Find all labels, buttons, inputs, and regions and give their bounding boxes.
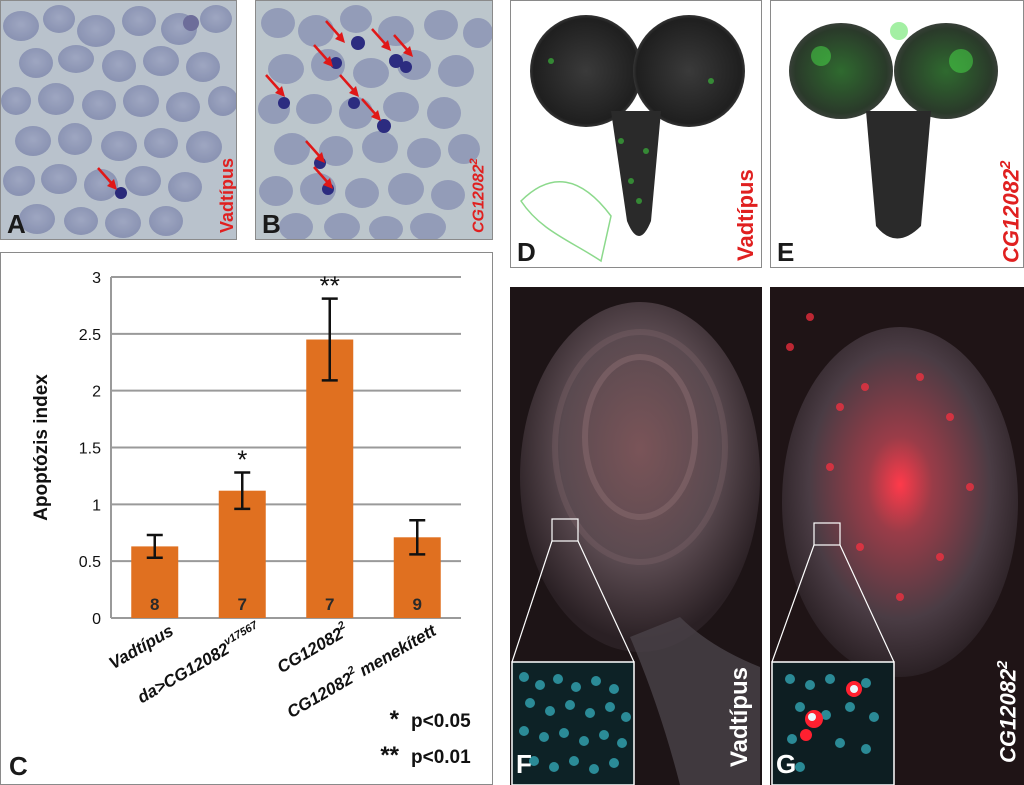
significance-marker: * bbox=[237, 445, 247, 475]
x-tick-label: CG120822 menekített bbox=[283, 619, 441, 722]
panel-d-brain-image: D Vadtípus bbox=[510, 0, 762, 268]
panel-f-wing-disc-image: F Vadtípus bbox=[510, 287, 762, 785]
panel-a-genotype-label: Vadtípus bbox=[217, 157, 237, 233]
arrow-icon bbox=[371, 28, 391, 51]
panel-letter-c: C bbox=[9, 751, 28, 781]
panel-f-genotype-label: Vadtípus bbox=[726, 666, 753, 767]
panel-b-genotype-label: CG120822 bbox=[468, 158, 488, 233]
x-tick-label: CG120822 bbox=[273, 619, 352, 677]
panel-c-chart: 0 0.5 1 1.5 2 2.5 3 Apoptózis index 8 Vadtípus 7 * d… bbox=[0, 252, 493, 785]
y-tick-label: 2.5 bbox=[79, 327, 101, 344]
panel-letter-a: A bbox=[7, 209, 26, 239]
arrow-icon bbox=[325, 20, 345, 43]
y-tick-label: 1.5 bbox=[79, 441, 101, 458]
panel-d-genotype-label: Vadtípus bbox=[733, 169, 758, 261]
panel-d-brain bbox=[520, 15, 745, 263]
arrow-icon bbox=[305, 140, 325, 163]
arrow-icon bbox=[313, 44, 333, 67]
panel-g-disc bbox=[771, 313, 1018, 785]
n-label: 8 bbox=[150, 595, 159, 614]
y-tick-label: 3 bbox=[92, 270, 101, 287]
n-label: 7 bbox=[238, 595, 247, 614]
panel-a-micrograph: A Vadtípus bbox=[0, 0, 237, 240]
y-axis-label: Apoptózis index bbox=[31, 374, 52, 521]
panel-g-wing-disc-image: G CG120822 bbox=[770, 287, 1024, 785]
n-label: 7 bbox=[325, 595, 334, 614]
legend-symbol: * bbox=[390, 706, 400, 733]
legend-text: p<0.05 bbox=[411, 711, 471, 732]
panel-letter-f: F bbox=[516, 749, 532, 779]
y-tick-label: 2 bbox=[92, 384, 101, 401]
panel-letter-b: B bbox=[262, 209, 281, 239]
panel-letter-g: G bbox=[776, 749, 797, 779]
n-label: 9 bbox=[413, 595, 422, 614]
x-tick-label: Vadtípus bbox=[106, 621, 177, 673]
panel-e-genotype-label: CG120822 bbox=[997, 160, 1024, 263]
panel-letter-e: E bbox=[777, 237, 795, 267]
legend-symbol: ** bbox=[380, 742, 399, 769]
panel-b-micrograph: B CG120822 bbox=[255, 0, 493, 240]
arrow-icon bbox=[97, 167, 117, 190]
arrow-icon bbox=[393, 34, 413, 57]
arrow-icon bbox=[265, 74, 285, 97]
bar bbox=[306, 339, 354, 618]
arrow-icon bbox=[313, 166, 333, 189]
y-tick-label: 0.5 bbox=[79, 554, 101, 571]
panel-f-disc bbox=[511, 302, 760, 785]
significance-marker: ** bbox=[320, 271, 340, 301]
panel-g-genotype-label: CG120822 bbox=[994, 660, 1021, 763]
y-tick-label: 0 bbox=[92, 611, 101, 628]
panel-e-brain bbox=[789, 22, 998, 239]
panel-e-brain-image: E CG120822 bbox=[770, 0, 1024, 268]
arrow-icon bbox=[361, 98, 381, 121]
y-tick-label: 1 bbox=[92, 497, 101, 514]
arrow-icon bbox=[339, 74, 359, 97]
bar bbox=[218, 490, 266, 618]
legend-text: p<0.01 bbox=[411, 747, 471, 768]
panel-letter-d: D bbox=[517, 237, 536, 267]
panel-b-cells bbox=[258, 5, 492, 239]
panel-a-cells bbox=[1, 5, 236, 238]
